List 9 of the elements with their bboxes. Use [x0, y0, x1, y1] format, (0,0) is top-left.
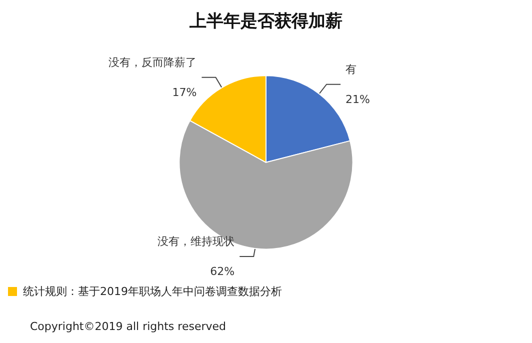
text: 统计规则：基于2019年职场人年中问卷调查数据分析 [23, 284, 282, 299]
data-label: 17% [172, 86, 197, 99]
slice-label: 没有，反而降薪了 [108, 56, 197, 69]
data-label: 62% [210, 265, 235, 278]
slice-label: 没有，维持现状 [158, 235, 235, 248]
data-label: 21% [346, 92, 370, 106]
slice-label: 有 [346, 62, 357, 76]
text: Copyright©2019 all rights reserved [30, 320, 226, 333]
chart-title: 上半年是否获得加薪 [188, 12, 342, 32]
